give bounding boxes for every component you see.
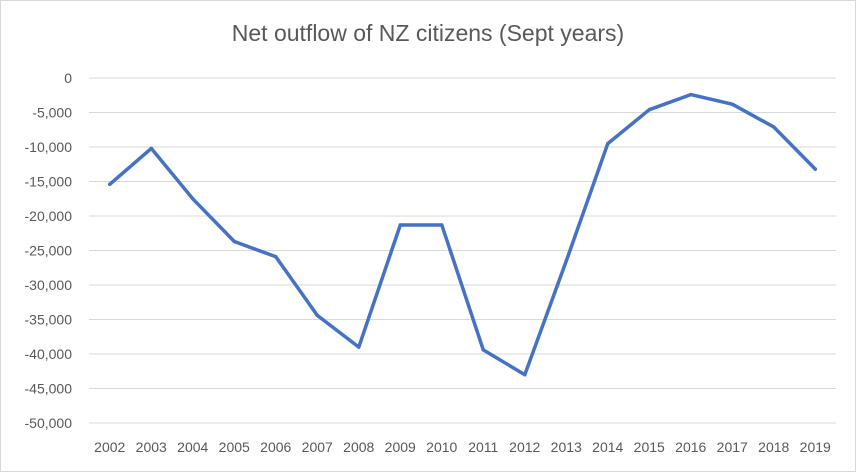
- y-tick-label: -45,000: [25, 381, 73, 397]
- y-tick-label: -30,000: [25, 277, 73, 293]
- x-tick-label: 2012: [509, 439, 540, 455]
- x-tick-label: 2018: [758, 439, 789, 455]
- series-line: [108, 92, 818, 377]
- data-point: [523, 373, 527, 377]
- y-tick-label: -50,000: [25, 415, 73, 431]
- x-tick-label: 2003: [136, 439, 167, 455]
- y-tick-label: -5,000: [32, 105, 72, 121]
- x-tick-label: 2017: [717, 439, 748, 455]
- chart-title: Net outflow of NZ citizens (Sept years): [231, 20, 625, 46]
- x-tick-label: 2013: [551, 439, 582, 455]
- y-tick-label: -15,000: [25, 174, 73, 190]
- x-tick-label: 2009: [385, 439, 416, 455]
- x-tick-label: 2016: [675, 439, 706, 455]
- data-point: [315, 313, 319, 318]
- data-point: [357, 345, 361, 349]
- data-point: [398, 223, 402, 227]
- series-layer: [108, 92, 818, 377]
- x-tick-label: 2019: [800, 439, 831, 455]
- data-point: [232, 239, 236, 244]
- data-point: [108, 182, 112, 186]
- data-point: [564, 259, 568, 263]
- data-point: [813, 167, 817, 171]
- data-point: [440, 223, 444, 227]
- y-tick-label: -10,000: [25, 139, 73, 155]
- x-tick-label: 2010: [426, 439, 457, 455]
- data-point: [149, 146, 153, 151]
- y-tick-label: -25,000: [25, 243, 73, 259]
- data-point: [606, 141, 610, 146]
- data-point: [689, 92, 693, 97]
- x-tick-label: 2015: [634, 439, 665, 455]
- x-tick-label: 2011: [468, 439, 498, 455]
- x-tick-label: 2014: [592, 439, 623, 455]
- y-tick-label: -40,000: [25, 346, 73, 362]
- gridlines: [89, 77, 836, 424]
- data-point: [191, 197, 195, 201]
- x-tick-label: 2006: [260, 439, 291, 455]
- x-tick-label: 2008: [343, 439, 374, 455]
- data-point: [274, 255, 278, 259]
- x-tick-label: 2005: [219, 439, 250, 455]
- x-tick-label: 2007: [302, 439, 333, 455]
- data-point: [730, 102, 734, 106]
- y-axis-tick-labels: 0 -5,000 -10,000 -15,000 -20,000 -25,000 -30,0…: [25, 70, 73, 431]
- data-point: [481, 348, 485, 352]
- x-axis-tick-labels: 2002 2003 2004 2005 2006 2007 2008 2009 2010 2011…: [94, 439, 831, 455]
- data-point: [647, 108, 651, 112]
- y-tick-label: -20,000: [25, 208, 73, 224]
- data-point: [772, 125, 776, 129]
- x-tick-label: 2002: [94, 439, 125, 455]
- y-tick-label: -35,000: [25, 312, 73, 328]
- y-tick-label: 0: [64, 70, 72, 86]
- x-tick-label: 2004: [177, 439, 208, 455]
